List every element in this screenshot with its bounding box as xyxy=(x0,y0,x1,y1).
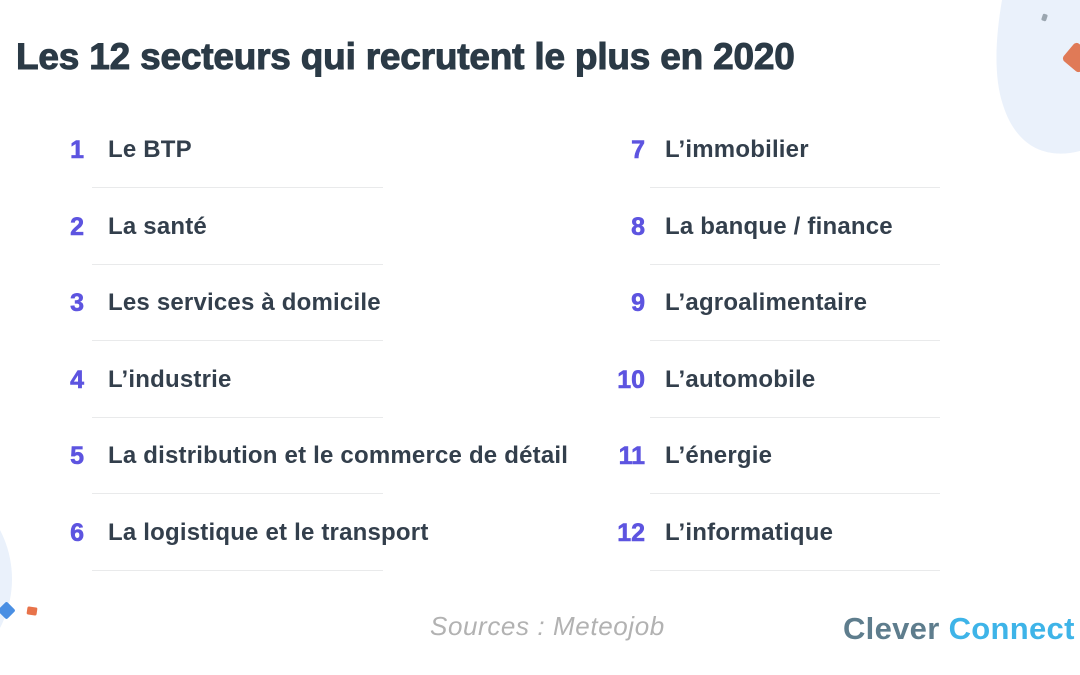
divider xyxy=(92,340,383,342)
sector-item-8: 8 La banque / finance xyxy=(590,211,1075,288)
cleverconnect-logo: Clever Connect xyxy=(843,611,1075,647)
sector-label: Le BTP xyxy=(108,136,192,163)
sector-item-12: 12 L’informatique xyxy=(590,517,1075,594)
sector-item-4: 4 L’industrie xyxy=(40,364,580,441)
sector-rank: 10 xyxy=(617,365,645,394)
sector-label: Les services à domicile xyxy=(108,289,381,317)
logo-text-connect: Connect xyxy=(948,611,1075,646)
sector-label: L’agroalimentaire xyxy=(665,289,868,317)
orange-square-accent xyxy=(26,606,38,616)
corner-blob-bottom-left xyxy=(0,473,12,675)
divider xyxy=(92,493,383,495)
page-title: Les 12 secteurs qui recrutent le plus en… xyxy=(16,36,796,78)
sector-column-right: 7 L’immobilier 8 La banque / finance 9 L… xyxy=(590,134,1075,594)
divider xyxy=(92,569,383,571)
gray-dot-accent xyxy=(1041,13,1048,22)
divider xyxy=(92,187,383,188)
sector-item-9: 9 L’agroalimentaire xyxy=(590,287,1075,364)
divider xyxy=(650,493,940,495)
divider xyxy=(92,263,383,265)
divider xyxy=(650,340,940,342)
sector-label: L’automobile xyxy=(665,365,816,393)
sector-label: L’informatique xyxy=(665,518,834,546)
sector-item-10: 10 L’automobile xyxy=(590,364,1075,441)
sector-item-11: 11 L’énergie xyxy=(590,440,1075,517)
sector-rank: 3 xyxy=(70,289,85,318)
sector-rank: 7 xyxy=(631,136,646,165)
sector-rank: 2 xyxy=(70,212,85,241)
sector-rank: 12 xyxy=(617,518,645,548)
logo-text-clever: Clever xyxy=(843,611,940,646)
divider xyxy=(650,569,940,571)
orange-diamond-accent xyxy=(1061,41,1080,74)
sector-label: La santé xyxy=(108,212,207,240)
sector-label: L’énergie xyxy=(665,442,773,470)
sector-item-7: 7 L’immobilier xyxy=(590,134,1075,211)
sources-caption: Sources : Meteojob xyxy=(430,611,665,641)
sector-rank: 11 xyxy=(618,442,645,471)
divider xyxy=(650,187,940,188)
divider xyxy=(650,416,940,418)
sector-label: La banque / finance xyxy=(665,212,893,240)
sector-label: L’immobilier xyxy=(665,136,809,163)
sector-rank: 4 xyxy=(70,365,85,394)
sector-column-left: 1 Le BTP 2 La santé 3 Les services à dom… xyxy=(40,134,580,594)
sector-rank: 5 xyxy=(70,442,85,471)
sector-item-5: 5 La distribution et le commerce de déta… xyxy=(40,440,580,517)
divider xyxy=(92,416,383,418)
sector-item-1: 1 Le BTP xyxy=(40,134,580,211)
sector-rank: 1 xyxy=(70,136,85,165)
sector-item-2: 2 La santé xyxy=(40,211,580,288)
sector-rank: 6 xyxy=(70,518,85,548)
sector-label: La distribution et le commerce de détail xyxy=(108,442,569,470)
divider xyxy=(650,263,940,265)
sector-item-3: 3 Les services à domicile xyxy=(40,287,580,364)
sector-label: La logistique et le transport xyxy=(108,518,429,546)
sector-rank: 9 xyxy=(631,289,646,318)
sector-label: L’industrie xyxy=(108,365,232,393)
sector-rank: 8 xyxy=(631,212,646,241)
sector-item-6: 6 La logistique et le transport xyxy=(40,517,580,594)
